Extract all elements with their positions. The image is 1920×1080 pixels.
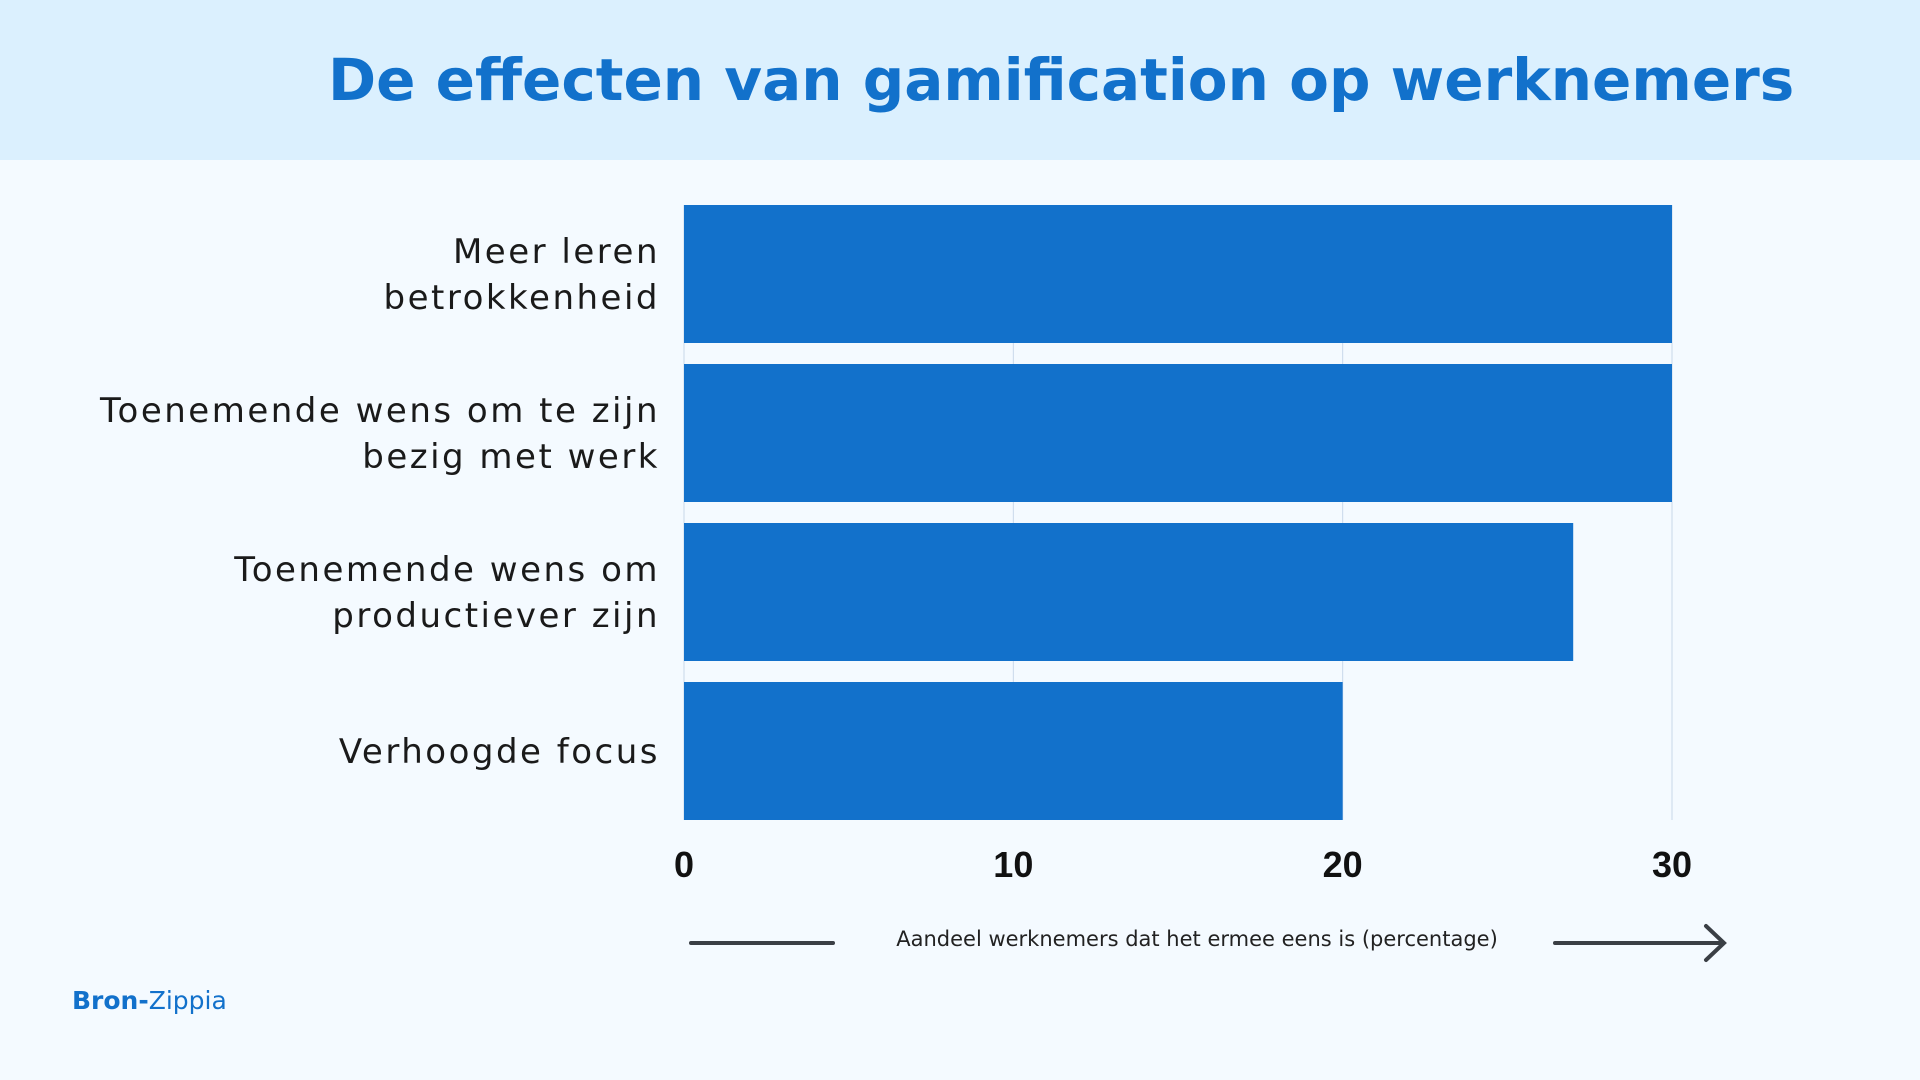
x-tick-label: 20 [1323, 844, 1363, 885]
category-label: Toenemende wens om [233, 550, 660, 590]
category-label: Meer leren [453, 232, 660, 272]
category-label: bezig met werk [362, 437, 660, 477]
source-label: Bron- [72, 986, 149, 1015]
source-name: Zippia [148, 986, 227, 1015]
bar [684, 205, 1672, 343]
bar [684, 523, 1574, 661]
x-tick-label: 0 [674, 844, 694, 885]
category-label: Verhoogde focus [339, 732, 660, 772]
x-tick-label: 10 [993, 844, 1033, 885]
bar [684, 682, 1343, 820]
x-axis-label: Aandeel werknemers dat het ermee eens is… [896, 927, 1498, 951]
header-band [0, 0, 1920, 160]
x-tick-label: 30 [1652, 844, 1692, 885]
arrow-head-icon [1704, 924, 1727, 962]
bar [684, 364, 1672, 502]
category-label: betrokkenheid [384, 278, 661, 318]
category-label: productiever zijn [332, 596, 660, 636]
source-credit: Bron-Zippia [72, 986, 227, 1015]
chart-title: De effecten van gamification op werkneme… [328, 46, 1795, 114]
category-label: Toenemende wens om te zijn [99, 391, 660, 431]
